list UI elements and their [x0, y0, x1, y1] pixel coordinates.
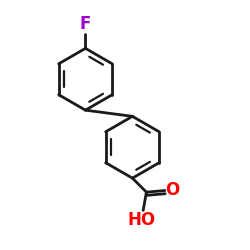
Text: O: O [165, 181, 179, 199]
Text: HO: HO [128, 211, 156, 229]
Text: F: F [80, 15, 91, 33]
